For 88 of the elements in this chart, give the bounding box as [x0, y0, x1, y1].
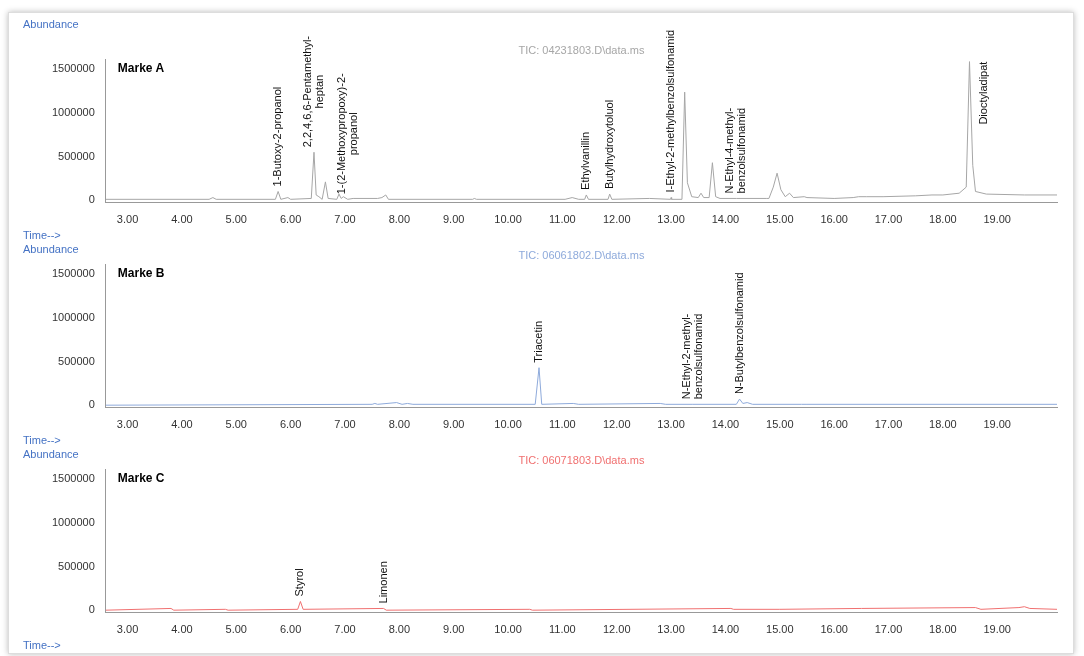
x-tick-label: 14.00 — [711, 418, 740, 431]
y-tick-label: 1000000 — [52, 516, 95, 529]
x-tick-label: 17.00 — [874, 418, 903, 431]
annotation: Ethylvanillin — [579, 131, 592, 190]
x-tick-label: 16.00 — [820, 418, 848, 431]
y-tick-label: 500000 — [58, 149, 95, 162]
x-axis-title: Time--> — [23, 228, 61, 241]
x-tick-label: 3.00 — [116, 623, 139, 636]
text: TIC: 04231803.D\data.ms — [518, 43, 645, 56]
x-tick-label: 3.00 — [116, 213, 139, 226]
x-tick-label: 19.00 — [983, 418, 1011, 431]
y-tick-label: 0 — [88, 603, 95, 616]
annotation: N-Butylbenzolsulfonamid — [732, 272, 745, 395]
y-axis-title: Abundance — [23, 242, 79, 255]
x-tick-label: 8.00 — [388, 623, 411, 636]
chart-title: Marke A — [117, 61, 165, 76]
x-tick-label: 11.00 — [549, 623, 576, 636]
text: TIC: 06071803.D\data.ms — [518, 453, 645, 466]
y-tick-label: 1500000 — [52, 62, 95, 75]
chart-title: Marke C — [117, 471, 165, 486]
x-tick-label: 9.00 — [442, 418, 465, 431]
x-tick-label: 15.00 — [766, 213, 794, 226]
x-tick-label: 19.00 — [983, 623, 1011, 636]
x-tick-label: 14.00 — [711, 623, 740, 636]
y-tick-label: 0 — [88, 193, 95, 206]
text: TIC: 06061802.D\data.ms — [518, 248, 645, 261]
x-tick-label: 13.00 — [657, 418, 685, 431]
x-axis-title: Time--> — [23, 638, 61, 651]
annotation: 1-Butoxy-2-propanol — [271, 86, 284, 187]
x-axis-title: Time--> — [23, 433, 61, 446]
x-tick-label: 12.00 — [602, 418, 631, 431]
x-tick-label: 5.00 — [225, 623, 247, 636]
x-tick-label: 11.00 — [549, 418, 576, 431]
y-tick-label: 500000 — [58, 559, 95, 572]
y-axis-title: Abundance — [23, 17, 79, 30]
y-tick-label: 1000000 — [52, 311, 95, 324]
x-tick-label: 7.00 — [334, 213, 356, 226]
annotation: 2,2,4,6,6-Pentamethyl- heptan — [301, 35, 326, 148]
x-tick-label: 16.00 — [820, 213, 848, 226]
y-tick-label: 1500000 — [52, 267, 95, 280]
annotation: I-Ethyl-2-methylbenzolsulfonamid — [664, 29, 677, 193]
x-tick-label: 17.00 — [874, 213, 903, 226]
y-axis-title: Abundance — [23, 447, 79, 460]
x-tick-label: 13.00 — [657, 623, 685, 636]
x-tick-label: 18.00 — [929, 623, 957, 636]
y-tick-label: 0 — [88, 398, 95, 411]
x-tick-label: 8.00 — [388, 418, 411, 431]
x-tick-label: 4.00 — [171, 418, 193, 431]
annotation: Butylhydroxytoluol — [602, 99, 615, 190]
x-tick-label: 5.00 — [225, 418, 247, 431]
x-tick-label: 9.00 — [442, 213, 465, 226]
x-tick-label: 18.00 — [929, 418, 957, 431]
x-tick-label: 11.00 — [549, 213, 576, 226]
y-tick-label: 1500000 — [52, 472, 95, 485]
x-tick-label: 6.00 — [279, 418, 302, 431]
x-tick-label: 15.00 — [766, 623, 794, 636]
x-tick-label: 3.00 — [116, 418, 139, 431]
annotation: 1-(2-Methoxypropoxy)-2- propanol — [334, 72, 359, 195]
x-tick-label: 10.00 — [494, 623, 522, 636]
x-tick-label: 16.00 — [820, 623, 848, 636]
x-tick-label: 4.00 — [171, 623, 193, 636]
x-tick-label: 12.00 — [602, 213, 631, 226]
x-tick-label: 8.00 — [388, 213, 411, 226]
annotation: Styrol — [293, 568, 306, 597]
y-tick-label: 500000 — [58, 354, 95, 367]
x-tick-label: 14.00 — [711, 213, 740, 226]
x-tick-label: 10.00 — [494, 418, 522, 431]
x-tick-label: 12.00 — [602, 623, 631, 636]
annotation: N-Ethyl-2-methyl- benzolsulfonamid — [679, 313, 704, 400]
x-tick-label: 6.00 — [279, 623, 302, 636]
x-tick-label: 9.00 — [442, 623, 465, 636]
x-tick-label: 18.00 — [929, 213, 957, 226]
x-tick-label: 7.00 — [334, 623, 356, 636]
x-tick-label: 10.00 — [494, 213, 522, 226]
annotation: Triacetin — [532, 320, 545, 363]
x-tick-label: 7.00 — [334, 418, 356, 431]
x-tick-label: 4.00 — [171, 213, 193, 226]
annotation: Limonen — [376, 561, 389, 604]
x-tick-label: 19.00 — [983, 213, 1011, 226]
chart-title: Marke B — [117, 266, 165, 281]
annotation: Dioctyladipat — [976, 61, 989, 125]
x-tick-label: 15.00 — [766, 418, 794, 431]
x-tick-label: 5.00 — [225, 213, 247, 226]
annotation: N-Ethyl-4-methyl- benzolsulfonamid — [723, 107, 748, 194]
x-tick-label: 13.00 — [657, 213, 685, 226]
x-tick-label: 6.00 — [279, 213, 302, 226]
y-tick-label: 1000000 — [52, 106, 95, 119]
x-tick-label: 17.00 — [874, 623, 903, 636]
